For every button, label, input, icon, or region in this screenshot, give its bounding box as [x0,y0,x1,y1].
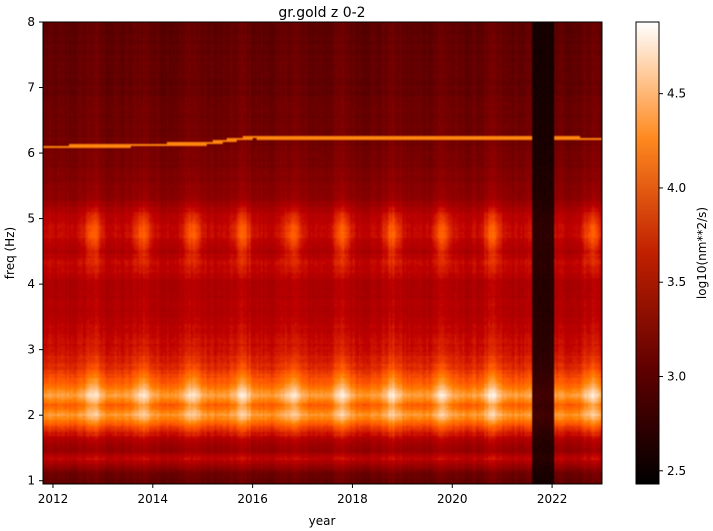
y-tick-label: 1 [27,474,35,488]
y-tick-label: 5 [27,212,35,226]
colorbar-gradient [636,22,659,484]
chart-title: gr.gold z 0-2 [278,5,365,21]
x-tick-label: 2018 [337,492,368,506]
y-tick-label: 8 [27,15,35,29]
x-axis-label: year [309,514,336,528]
y-tick-label: 6 [27,146,35,160]
x-tick-label: 2012 [38,492,69,506]
x-axis: 2012 2014 2016 2018 2020 2022 [38,484,568,506]
y-tick-label: 4 [27,277,35,291]
x-tick-label: 2014 [138,492,169,506]
colorbar-tick-label: 3.5 [667,275,686,289]
colorbar-label: log10(nm**2/s) [695,207,709,299]
y-tick-label: 7 [27,81,35,95]
x-tick-label: 2020 [437,492,468,506]
y-tick-label: 2 [27,408,35,422]
colorbar-tick-label: 4.0 [667,181,686,195]
colorbar-tick-label: 4.5 [667,87,686,101]
x-tick-label: 2016 [237,492,268,506]
plot-frame [42,21,603,485]
colorbar-frame [635,21,660,485]
y-axis: 1 2 3 4 5 6 7 8 [27,15,43,488]
y-axis-label: freq (Hz) [3,227,17,279]
y-tick-label: 3 [27,343,35,357]
plot-area [42,21,603,485]
heatmap-image [43,22,602,484]
x-tick-label: 2022 [537,492,568,506]
colorbar: 2.5 3.0 3.5 4.0 4.5 log10(nm**2/s) [635,21,709,485]
colorbar-ticks: 2.5 3.0 3.5 4.0 4.5 [659,87,686,478]
colorbar-tick-label: 2.5 [667,464,686,478]
colorbar-tick-label: 3.0 [667,370,686,384]
